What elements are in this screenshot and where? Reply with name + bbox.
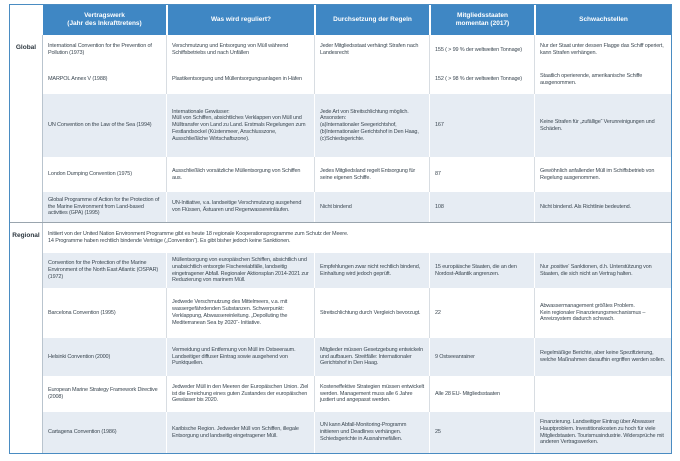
table-row: Convention for the Protection of the Mar… — [43, 253, 671, 288]
header-cell-durchsetzung: Durchsetzung der Regeln — [314, 5, 429, 35]
cell-mitgliedsstaaten: 167 — [429, 94, 534, 157]
section-label-global: Global — [10, 35, 43, 222]
table-row: Cartagena Convention (1986) Karibische Re… — [43, 412, 671, 453]
section-global: Global International Convention for the P… — [10, 35, 671, 222]
cell-vertragswerk: Helsinki Convention (2000) — [48, 353, 111, 360]
table-body: Global International Convention for the P… — [10, 35, 671, 453]
cell-durchsetzung: Jede Art von Streitschlichtung möglich. … — [314, 94, 429, 157]
cell-mitgliedsstaaten: 155 ( > 99 % der weltweiten Tonnage) — [429, 35, 534, 65]
cell-vertragswerk: Global Programme of Action for the Prote… — [48, 196, 160, 217]
header-cell-was-wird-reguliert: Was wird reguliert? — [166, 5, 314, 35]
cell-durchsetzung: Mitglieder müssen Gesetzgebung entwickel… — [314, 338, 429, 376]
section-intro-text: Initiiert von der United Nation Environm… — [48, 231, 349, 244]
cell-durchsetzung: Jeder Mitgliedsstaat verhängt Strafen na… — [314, 35, 429, 65]
section-intro-row: Initiiert von der United Nation Environm… — [43, 223, 671, 253]
cell-vertragswerk: International Convention for the Prevent… — [48, 43, 152, 56]
cell-schwachstellen: Gewöhnlich anfallender Müll im Schiffsbe… — [534, 157, 671, 192]
cell-mitgliedsstaaten: 9 Ostseeanrainer — [429, 338, 534, 376]
table-row: Helsinki Convention (2000) Vermeidung und… — [43, 338, 671, 376]
cell-schwachstellen — [534, 376, 671, 412]
cell-vertragswerk: Barcelona Convention (1995) — [48, 309, 116, 316]
cell-durchsetzung — [314, 65, 429, 94]
cell-schwachstellen: Regelmäßige Berichte, aber keine Spezifi… — [534, 338, 671, 376]
cell-schwachstellen: Abwassermanagement größtes Problem. Kein… — [534, 288, 671, 338]
cell-was-wird-reguliert: Müllentsorgung von europäischen Schiffen… — [166, 253, 314, 288]
table-row: European Marine Strategy Framework Direc… — [43, 376, 671, 412]
cell-durchsetzung: UN kann Abfall-Monitoring-Programm initi… — [314, 412, 429, 453]
cell-mitgliedsstaaten: 15 europäische Staaten, die an den Nordo… — [429, 253, 534, 288]
cell-durchsetzung: Streitschlichtung durch Vergleich bevorz… — [314, 288, 429, 338]
cell-mitgliedsstaaten: 87 — [429, 157, 534, 192]
cell-vertragswerk: London Dumping Convention (1975) — [48, 171, 132, 178]
cell-was-wird-reguliert: Karibische Region. Jedweder Müll von Sch… — [166, 412, 314, 453]
section-label-regional: Regional — [10, 223, 43, 453]
cell-durchsetzung: Jedes Mitgliedsland regelt Entsorgung fü… — [314, 157, 429, 192]
convention-table: Vertragswerk (Jahr des Inkrafttretens) W… — [9, 4, 672, 454]
cell-mitgliedsstaaten: 25 — [429, 412, 534, 453]
table-row: MARPOL Annex V (1988) Plastikentsorgung u… — [43, 65, 671, 94]
header-cell-rowlabel-blank — [10, 5, 43, 35]
cell-durchsetzung: Empfehlungen zwar nicht rechtlich binden… — [314, 253, 429, 288]
header-cell-schwachstellen: Schwachstellen — [534, 5, 671, 35]
cell-was-wird-reguliert: Vermeidung und Entfernung von Müll im Os… — [166, 338, 314, 376]
cell-was-wird-reguliert: Verschmutzung und Entsorgung von Müll wä… — [166, 35, 314, 65]
cell-schwachstellen: Staatlich operierende, amerikanische Sch… — [534, 65, 671, 94]
cell-schwachstellen: Keine Strafen für „zufällige“ Verunreini… — [534, 94, 671, 157]
section-rows: Initiiert von der United Nation Environm… — [43, 223, 671, 453]
cell-mitgliedsstaaten: 22 — [429, 288, 534, 338]
cell-vertragswerk: UN Convention on the Law of the Sea (199… — [48, 122, 152, 129]
cell-was-wird-reguliert: Ausschließlich vorsätzliche Müllentsorgu… — [166, 157, 314, 192]
cell-was-wird-reguliert: Jedweder Müll in den Meeren der Europäis… — [166, 376, 314, 412]
cell-schwachstellen: Nicht bindend. Als Richtlinie bedeutend. — [534, 192, 671, 222]
cell-vertragswerk: MARPOL Annex V (1988) — [48, 76, 108, 83]
cell-mitgliedsstaaten: 108 — [429, 192, 534, 222]
cell-was-wird-reguliert: Internationale Gewässer: Müll von Schiff… — [166, 94, 314, 157]
cell-schwachstellen: Nur ‚positive‘ Sanktionen, d.h. Unterstü… — [534, 253, 671, 288]
table-header-row: Vertragswerk (Jahr des Inkrafttretens) W… — [10, 5, 671, 35]
cell-was-wird-reguliert: UN-Initiative, v.a. landseitige Verschmu… — [166, 192, 314, 222]
cell-vertragswerk: European Marine Strategy Framework Direc… — [48, 387, 158, 400]
table-row: Barcelona Convention (1995) Jedwede Versc… — [43, 288, 671, 338]
cell-mitgliedsstaaten: 152 ( > 98 % der weltweiten Tonnage) — [429, 65, 534, 94]
cell-schwachstellen: Finanzierung. Landseitiger Eintrag über … — [534, 412, 671, 453]
cell-was-wird-reguliert: Plastikentsorgung und Müllentsorgungsanl… — [166, 65, 314, 94]
table-row: UN Convention on the Law of the Sea (199… — [43, 94, 671, 157]
section-rows: International Convention for the Prevent… — [43, 35, 671, 222]
cell-vertragswerk: Convention for the Protection of the Mar… — [48, 260, 159, 280]
header-cell-vertragswerk: Vertragswerk (Jahr des Inkrafttretens) — [43, 5, 166, 35]
header-cell-mitgliedsstaaten: Mitgliedsstaaten momentan (2017) — [429, 5, 534, 35]
table-row: London Dumping Convention (1975) Ausschli… — [43, 157, 671, 192]
table-row: International Convention for the Prevent… — [43, 35, 671, 65]
cell-durchsetzung: Nicht bindend — [314, 192, 429, 222]
cell-schwachstellen: Nur der Staat unter dessen Flagge das Sc… — [534, 35, 671, 65]
section-regional: Regional Initiiert von der United Nation … — [10, 222, 671, 453]
table-row: Global Programme of Action for the Prote… — [43, 192, 671, 222]
cell-vertragswerk: Cartagena Convention (1986) — [48, 429, 117, 436]
cell-mitgliedsstaaten: Alle 28 EU- Mitgliedsstaaten — [429, 376, 534, 412]
cell-was-wird-reguliert: Jedwede Verschmutzung des Mittelmeers, v… — [166, 288, 314, 338]
cell-durchsetzung: Kosteneffektive Strategien müssen entwic… — [314, 376, 429, 412]
